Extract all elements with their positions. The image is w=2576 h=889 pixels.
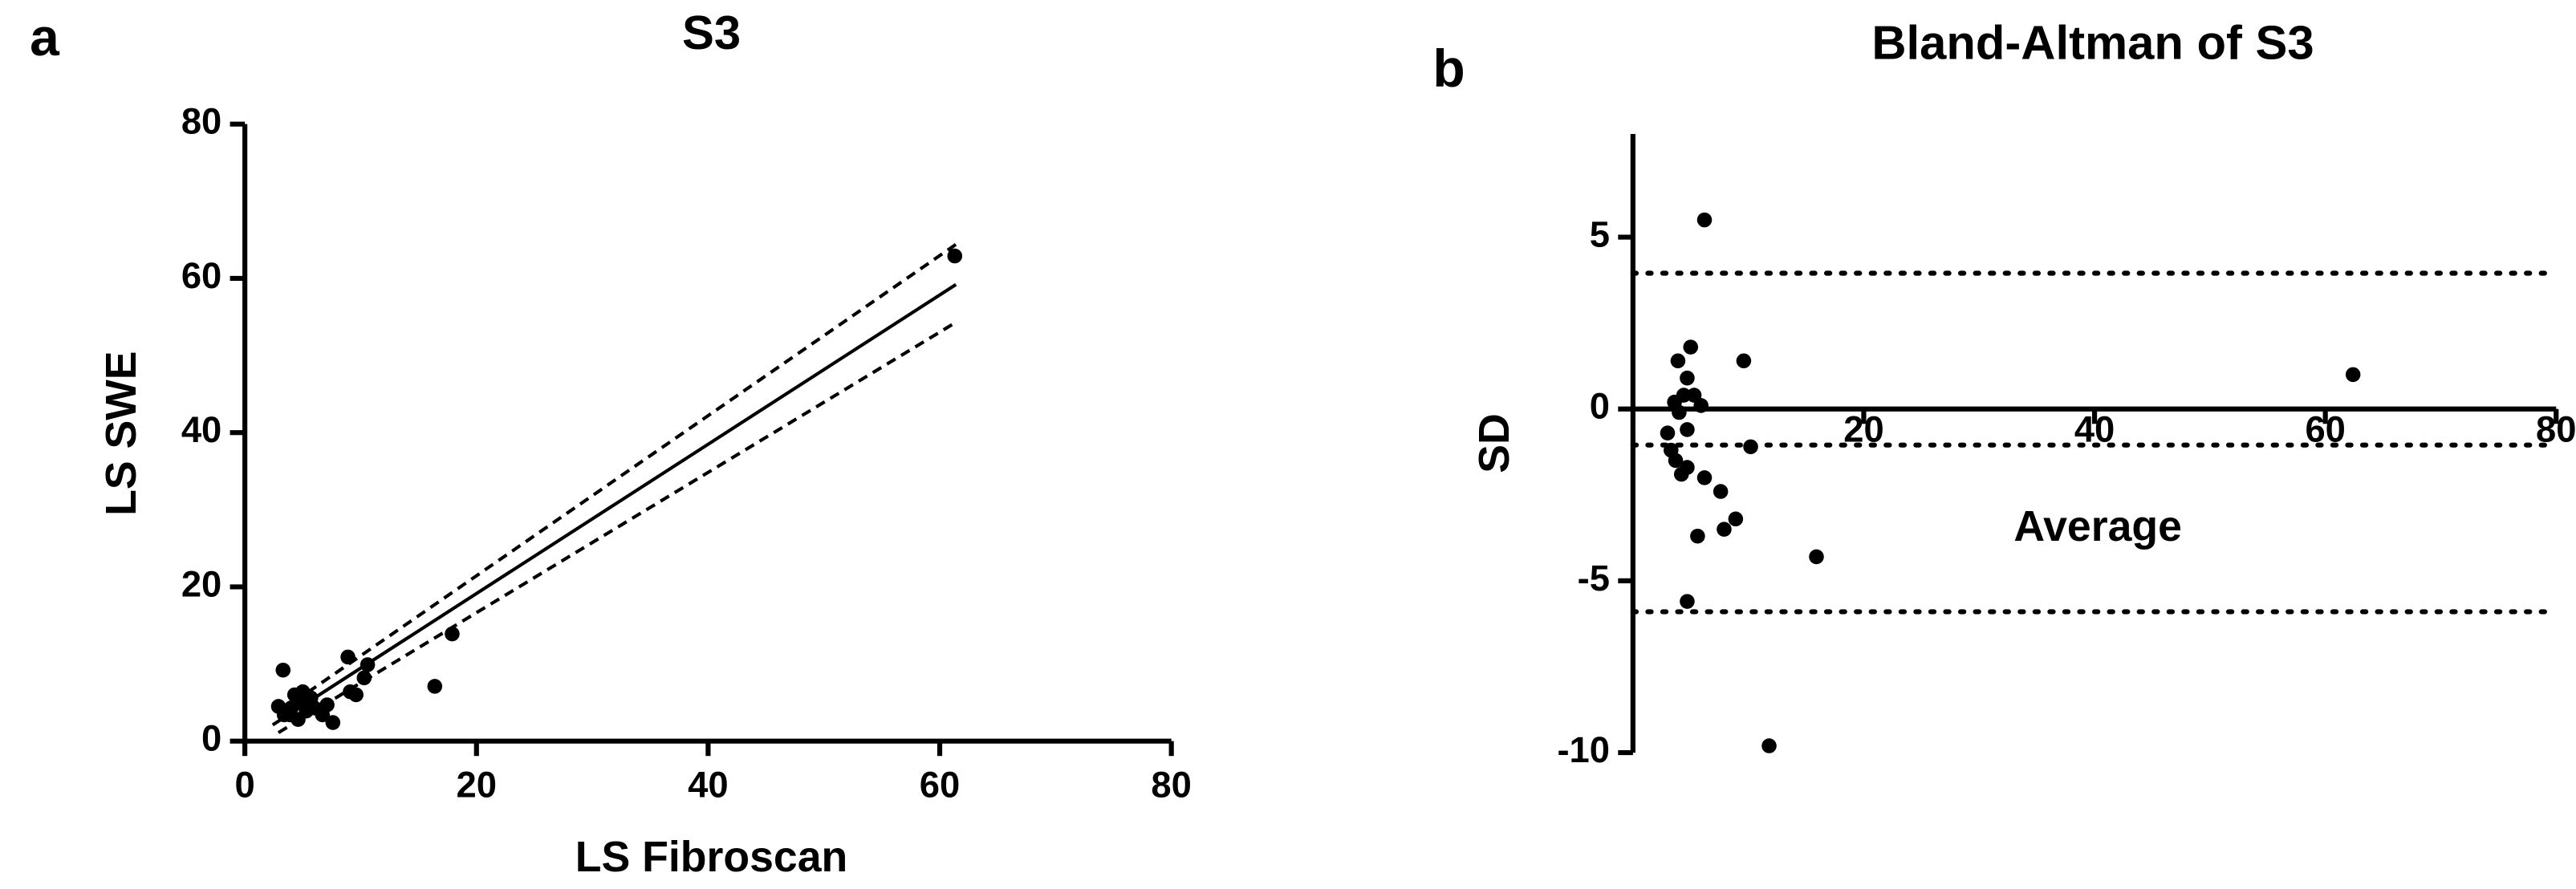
point <box>340 649 356 665</box>
x-axis-label: Average <box>2013 502 2182 550</box>
point <box>1761 738 1777 753</box>
point <box>427 679 443 694</box>
point <box>360 657 376 672</box>
y-tick-label: 5 <box>1590 214 1610 255</box>
point <box>283 700 299 716</box>
x-tick-label: 40 <box>688 764 728 805</box>
point <box>1713 484 1729 499</box>
point <box>295 684 311 700</box>
chart-title: Bland-Altman of S3 <box>1871 16 2314 70</box>
point <box>348 687 364 703</box>
point <box>1680 370 1695 386</box>
point <box>947 248 963 264</box>
point <box>445 626 460 642</box>
point <box>275 662 291 678</box>
point <box>1690 528 1705 544</box>
point <box>1809 549 1824 565</box>
point <box>1736 353 1752 369</box>
y-tick-label: -10 <box>1557 729 1610 770</box>
confidence-line <box>279 242 957 712</box>
point <box>1743 439 1758 455</box>
x-tick-label: 80 <box>1151 764 1191 805</box>
point <box>1668 453 1684 469</box>
confidence-line <box>277 320 957 734</box>
y-tick-label: 0 <box>201 718 221 759</box>
y-tick-label: 80 <box>181 101 221 142</box>
y-tick-label: 20 <box>181 563 221 604</box>
y-tick-label: 0 <box>1590 386 1610 427</box>
x-tick-label: 60 <box>920 764 960 805</box>
y-tick-label: -5 <box>1578 558 1610 599</box>
x-axis-label: LS Fibroscan <box>575 833 847 881</box>
point <box>1670 353 1686 369</box>
x-tick-label: 0 <box>235 764 255 805</box>
point <box>1680 594 1695 609</box>
x-tick-label: 60 <box>2305 409 2345 450</box>
panel-label: a <box>30 7 60 67</box>
y-tick-label: 40 <box>181 409 221 450</box>
panel-label: b <box>1432 39 1465 98</box>
point <box>1660 425 1676 440</box>
point <box>291 712 306 728</box>
x-tick-label: 20 <box>1843 409 1883 450</box>
point <box>1696 212 1713 228</box>
x-tick-label: 20 <box>457 764 497 805</box>
point <box>325 715 341 730</box>
y-axis-label: LS SWE <box>97 351 145 515</box>
point <box>1673 466 1689 482</box>
point <box>319 697 335 712</box>
point <box>1717 522 1732 537</box>
point <box>1696 470 1713 485</box>
y-tick-label: 60 <box>181 255 221 296</box>
point <box>1693 398 1709 413</box>
point <box>1728 511 1744 527</box>
chart-title: S3 <box>682 6 741 59</box>
point <box>2345 367 2361 383</box>
point <box>1672 404 1687 420</box>
fit-line <box>271 282 957 727</box>
point <box>1683 339 1699 355</box>
point <box>1680 422 1695 437</box>
y-axis-label: SD <box>1470 413 1518 473</box>
point <box>356 670 372 686</box>
